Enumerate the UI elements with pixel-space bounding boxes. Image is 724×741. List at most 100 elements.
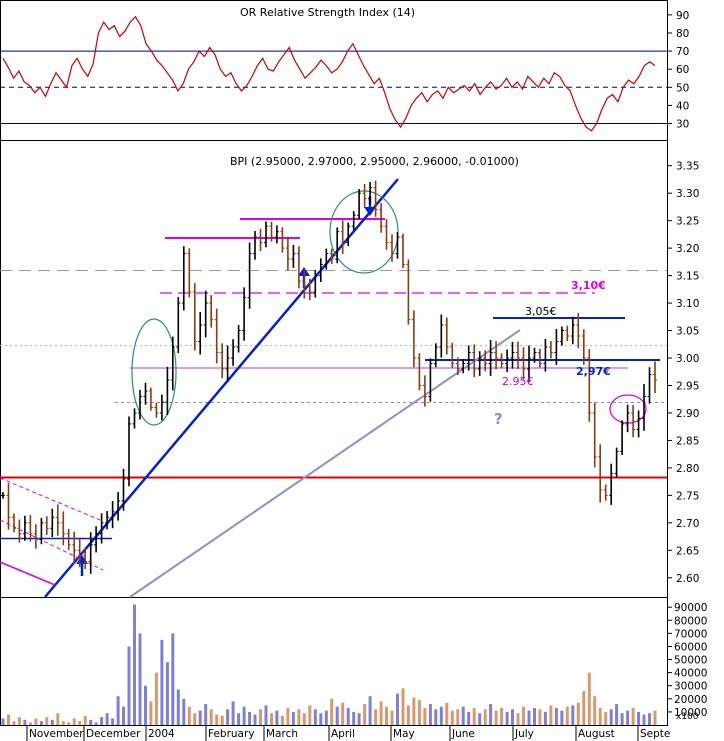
volume-bar — [401, 688, 405, 725]
volume-bar — [648, 713, 651, 725]
price-tick-label: 2.75 — [676, 490, 699, 502]
volume-bar — [215, 714, 219, 725]
price-tick-label: 2.90 — [676, 408, 699, 420]
volume-bar — [154, 672, 158, 725]
volume-bar — [423, 708, 427, 725]
volume-bar — [187, 706, 191, 725]
volume-bar — [626, 710, 630, 725]
volume-bar — [565, 706, 569, 725]
volume-bar — [231, 701, 235, 725]
volume-bar — [412, 697, 416, 725]
price-tick-label: 2.70 — [676, 518, 699, 530]
x-tick-label: March — [266, 728, 298, 740]
volume-bar — [522, 706, 525, 725]
rsi-level-lines — [0, 50, 667, 125]
volume-tick-label: 70000 — [674, 628, 707, 640]
volume-bar — [637, 711, 641, 725]
x-tick-label: June — [451, 728, 475, 740]
volume-bar — [56, 713, 60, 725]
x-tick-label: 2004 — [148, 728, 175, 740]
volume-bar — [324, 710, 328, 725]
volume-bar — [609, 709, 613, 725]
volume-bar — [138, 633, 142, 725]
volume-bar — [341, 702, 345, 725]
price-y-axis: 2.60 2.65 2.70 2.75 2.80 2.85 2.90 2.95 3.00 3.05… — [667, 161, 699, 585]
volume-tick-label: 30000 — [674, 681, 707, 693]
volume-bar — [34, 718, 38, 725]
volume-bar — [467, 711, 471, 725]
price-tick-label: 2.80 — [676, 463, 699, 475]
volume-bar — [165, 662, 169, 725]
volume-bar — [587, 672, 591, 725]
volume-multiplier: x100 — [676, 712, 699, 722]
volume-bar — [357, 713, 361, 725]
volume-bar — [78, 721, 82, 725]
volume-bar — [379, 701, 383, 725]
volume-bar — [61, 721, 65, 725]
volume-bar — [297, 709, 301, 725]
channel-top-line — [0, 477, 101, 521]
rsi-panel-frame — [0, 0, 668, 141]
volume-bar — [270, 713, 273, 725]
highlight-ellipse-1 — [131, 318, 177, 426]
volume-bar — [489, 704, 493, 725]
volume-bar — [516, 713, 520, 725]
volume-bar — [439, 706, 443, 725]
volume-bar — [72, 718, 76, 725]
volume-bar — [28, 722, 32, 725]
price-tick-label: 2.65 — [676, 545, 699, 557]
annotation-310: 3,10€ — [571, 279, 606, 292]
volume-bar — [642, 714, 646, 725]
rsi-tick-label: 50 — [676, 82, 689, 94]
volume-bar — [12, 721, 16, 725]
volume-bar — [50, 719, 54, 725]
volume-bar — [527, 710, 531, 725]
x-tick-label: February — [208, 728, 255, 740]
volume-bar — [483, 709, 487, 725]
x-tick-label: November — [29, 728, 84, 740]
volume-bar — [631, 708, 635, 725]
volume-bar — [149, 701, 153, 725]
price-tick-label: 3.30 — [676, 188, 699, 200]
x-tick-label: December — [86, 728, 141, 740]
volume-bar — [100, 717, 104, 725]
volume-bar — [571, 705, 575, 725]
volume-bar — [582, 691, 586, 725]
volume-bar — [417, 700, 421, 725]
volume-bar — [291, 711, 295, 725]
volume-bar — [593, 696, 597, 725]
price-tick-label: 3.25 — [676, 216, 699, 228]
rsi-y-axis: 30 40 50 60 70 80 90 — [667, 10, 689, 131]
volume-tick-label: 90000 — [674, 602, 707, 614]
volume-bar — [319, 713, 323, 725]
volume-bar — [653, 710, 657, 725]
volume-bar — [461, 706, 465, 725]
annotation-305: 3,05€ — [525, 305, 557, 318]
volume-bar — [275, 710, 279, 725]
volume-bar — [385, 706, 388, 725]
price-annotations: 3,10€ 3,05€ 2,97€ 2.95€? — [494, 279, 611, 428]
price-tick-label: 3.20 — [676, 243, 699, 255]
volume-tick-label: 20000 — [674, 694, 707, 706]
rsi-line — [2, 15, 656, 132]
volume-bars — [1, 604, 657, 725]
volume-bar — [17, 717, 21, 725]
magenta-trend-line — [0, 561, 56, 586]
volume-bar — [209, 709, 213, 725]
volume-bar — [302, 713, 306, 725]
volume-bar — [83, 715, 87, 725]
volume-bar — [176, 689, 180, 725]
volume-bar — [144, 685, 147, 725]
rsi-tick-label: 60 — [676, 64, 689, 76]
volume-bar — [226, 709, 230, 725]
volume-bar — [237, 713, 241, 725]
x-tick-label: April — [331, 728, 355, 740]
volume-bar — [264, 705, 268, 725]
volume-bar — [368, 696, 372, 725]
rsi-tick-label: 30 — [676, 119, 689, 131]
price-bars — [1, 180, 657, 574]
price-tick-label: 3.35 — [676, 161, 699, 173]
rsi-tick-label: 40 — [676, 100, 689, 112]
annotation-297: 2,97€ — [576, 365, 611, 378]
